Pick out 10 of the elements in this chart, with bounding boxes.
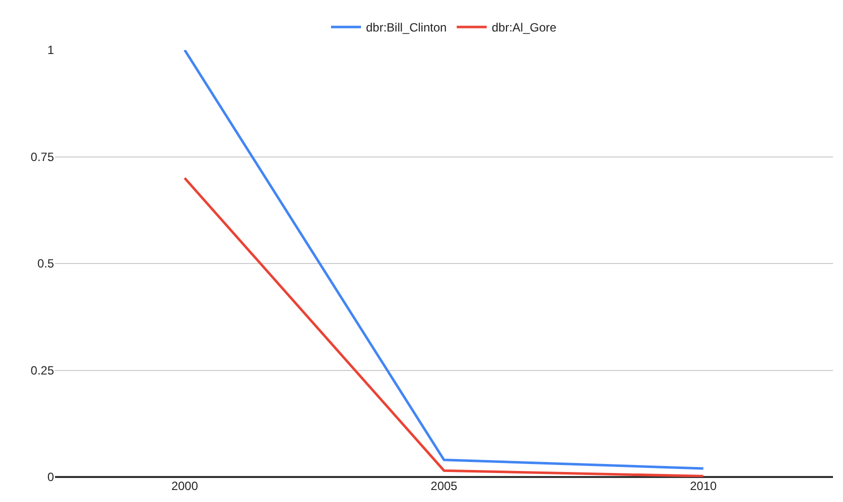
y-tick-label: 0 [47, 470, 54, 484]
legend-label: dbr:Bill_Clinton [366, 20, 447, 35]
x-tick-label: 2000 [171, 479, 198, 493]
y-tick-label: 0.5 [37, 256, 54, 271]
y-tick-label: 1 [47, 43, 54, 58]
y-tick-label: 0.75 [30, 150, 54, 164]
x-tick-label: 2005 [430, 479, 458, 493]
y-tick-label: 0.25 [30, 363, 54, 378]
x-tick-label: 2010 [690, 479, 717, 493]
legend-label: dbr:Al_Gore [492, 20, 557, 35]
